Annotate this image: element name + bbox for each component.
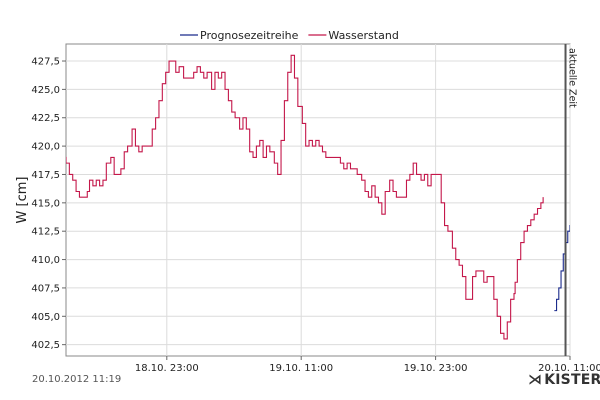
y-tick-label: 407,5 <box>31 283 60 294</box>
x-tick-label: 20.10. 11:00 <box>538 363 600 374</box>
y-tick-label: 412,5 <box>31 227 60 238</box>
series-layer <box>66 54 570 340</box>
x-tick-label: 18.10. 23:00 <box>135 363 199 374</box>
current-time-marker: aktuelle Zeit <box>564 44 578 356</box>
y-tick-label: 417,5 <box>31 170 60 181</box>
x-tick-label: 19.10. 11:00 <box>269 363 333 374</box>
kisters-k-icon: ⋊ <box>528 372 543 388</box>
y-tick-label: 405,0 <box>31 312 60 323</box>
series-line-1 <box>66 54 544 340</box>
legend-label: Wasserstand <box>328 29 398 42</box>
y-tick-label: 427,5 <box>31 57 60 68</box>
y-tick-label: 420,0 <box>31 142 60 153</box>
kisters-logo: ⋊KISTERS <box>528 372 600 388</box>
grid <box>66 44 571 356</box>
plot-area <box>65 43 571 357</box>
current-time-label: aktuelle Zeit <box>567 48 578 108</box>
y-tick-label: 425,0 <box>31 85 60 96</box>
y-tick-label: 410,0 <box>31 255 60 266</box>
y-axis-title: W [cm] <box>15 177 30 224</box>
x-tick-label: 19.10. 23:00 <box>404 363 468 374</box>
y-tick-label: 402,5 <box>31 340 60 351</box>
y-axis: 402,5 405,0 407,5 410,0 412,5 415,0 417,5 420,0… <box>31 57 66 351</box>
timestamp: 20.10.2012 11:19 <box>32 374 122 385</box>
y-tick-label: 422,5 <box>31 113 60 124</box>
logo-text: KISTERS <box>544 372 600 388</box>
x-axis: 18.10. 23:00 19.10. 11:00 19.10. 23:00 20.1… <box>135 356 600 374</box>
legend-label: Prognosezeitreihe <box>200 29 299 42</box>
legend: Prognosezeitreihe Wasserstand <box>180 29 399 42</box>
series-line-0 <box>554 224 570 312</box>
y-tick-label: 415,0 <box>31 198 60 209</box>
